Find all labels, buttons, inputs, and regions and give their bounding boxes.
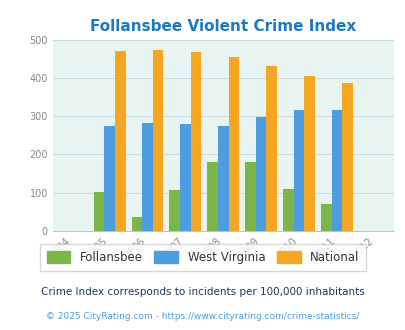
- Bar: [142, 123, 152, 231]
- Legend: Follansbee, West Virginia, National: Follansbee, West Virginia, National: [39, 244, 366, 271]
- Bar: [217, 126, 228, 231]
- Text: © 2025 CityRating.com - https://www.cityrating.com/crime-statistics/: © 2025 CityRating.com - https://www.city…: [46, 312, 359, 321]
- Bar: [255, 116, 266, 231]
- Bar: [169, 190, 180, 231]
- Title: Follansbee Violent Crime Index: Follansbee Violent Crime Index: [90, 19, 356, 34]
- Bar: [228, 57, 239, 231]
- Text: Crime Index corresponds to incidents per 100,000 inhabitants: Crime Index corresponds to incidents per…: [41, 287, 364, 297]
- Bar: [245, 162, 255, 231]
- Bar: [320, 204, 331, 231]
- Bar: [207, 162, 217, 231]
- Bar: [152, 50, 163, 231]
- Bar: [94, 192, 104, 231]
- Bar: [266, 66, 277, 231]
- Bar: [104, 126, 115, 231]
- Bar: [293, 110, 304, 231]
- Bar: [331, 110, 341, 231]
- Bar: [190, 52, 201, 231]
- Bar: [341, 83, 352, 231]
- Bar: [115, 51, 125, 231]
- Bar: [282, 189, 293, 231]
- Bar: [180, 124, 190, 231]
- Bar: [304, 76, 314, 231]
- Bar: [131, 217, 142, 231]
